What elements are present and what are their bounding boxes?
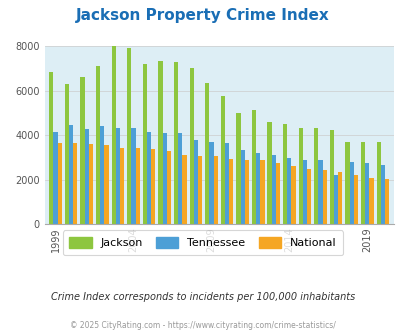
Bar <box>322 170 326 224</box>
Bar <box>353 176 357 224</box>
Bar <box>337 172 341 224</box>
Bar <box>360 142 364 224</box>
Bar <box>313 127 318 224</box>
Bar <box>96 66 100 224</box>
Bar <box>244 160 248 224</box>
Bar <box>213 156 217 224</box>
Bar <box>120 148 124 224</box>
Bar <box>80 77 84 224</box>
Bar <box>240 150 244 224</box>
Bar <box>376 142 380 224</box>
Bar <box>193 140 198 224</box>
Bar <box>267 122 271 224</box>
Bar <box>369 178 373 224</box>
Bar <box>158 61 162 224</box>
Bar <box>209 142 213 224</box>
Bar <box>302 160 306 224</box>
Bar <box>306 169 311 224</box>
Bar <box>69 125 73 224</box>
Bar <box>115 127 120 224</box>
Bar <box>384 179 388 224</box>
Bar <box>349 162 353 224</box>
Text: Jackson Property Crime Index: Jackson Property Crime Index <box>76 8 329 23</box>
Bar <box>236 113 240 224</box>
Bar <box>275 163 279 224</box>
Bar <box>318 160 322 224</box>
Bar <box>256 153 260 224</box>
Bar <box>53 132 58 224</box>
Bar <box>220 96 224 224</box>
Bar <box>147 132 151 224</box>
Bar <box>329 130 333 224</box>
Bar <box>333 176 337 224</box>
Bar <box>189 68 193 224</box>
Bar <box>73 143 77 224</box>
Bar <box>298 127 302 224</box>
Bar <box>100 126 104 224</box>
Bar <box>228 159 233 224</box>
Bar <box>287 157 291 224</box>
Bar <box>111 46 115 224</box>
Bar <box>143 64 147 224</box>
Bar <box>251 110 256 224</box>
Text: Crime Index corresponds to incidents per 100,000 inhabitants: Crime Index corresponds to incidents per… <box>51 292 354 302</box>
Bar <box>127 49 131 224</box>
Bar <box>135 148 139 224</box>
Bar <box>260 160 264 224</box>
Bar <box>205 83 209 224</box>
Bar <box>58 143 62 224</box>
Bar <box>131 127 135 224</box>
Bar <box>291 166 295 224</box>
Bar <box>104 145 109 224</box>
Bar <box>224 143 228 224</box>
Legend: Jackson, Tennessee, National: Jackson, Tennessee, National <box>63 230 342 255</box>
Bar <box>162 133 166 224</box>
Bar <box>271 155 275 224</box>
Bar <box>345 142 349 224</box>
Bar <box>182 155 186 224</box>
Bar <box>364 163 369 224</box>
Bar <box>65 84 69 224</box>
Bar <box>84 129 89 224</box>
Bar <box>173 62 178 224</box>
Bar <box>282 124 287 224</box>
Text: © 2025 CityRating.com - https://www.cityrating.com/crime-statistics/: © 2025 CityRating.com - https://www.city… <box>70 321 335 330</box>
Bar <box>89 144 93 224</box>
Bar <box>198 156 202 224</box>
Bar <box>49 72 53 224</box>
Bar <box>166 151 171 224</box>
Bar <box>151 148 155 224</box>
Bar <box>380 165 384 224</box>
Bar <box>178 133 182 224</box>
